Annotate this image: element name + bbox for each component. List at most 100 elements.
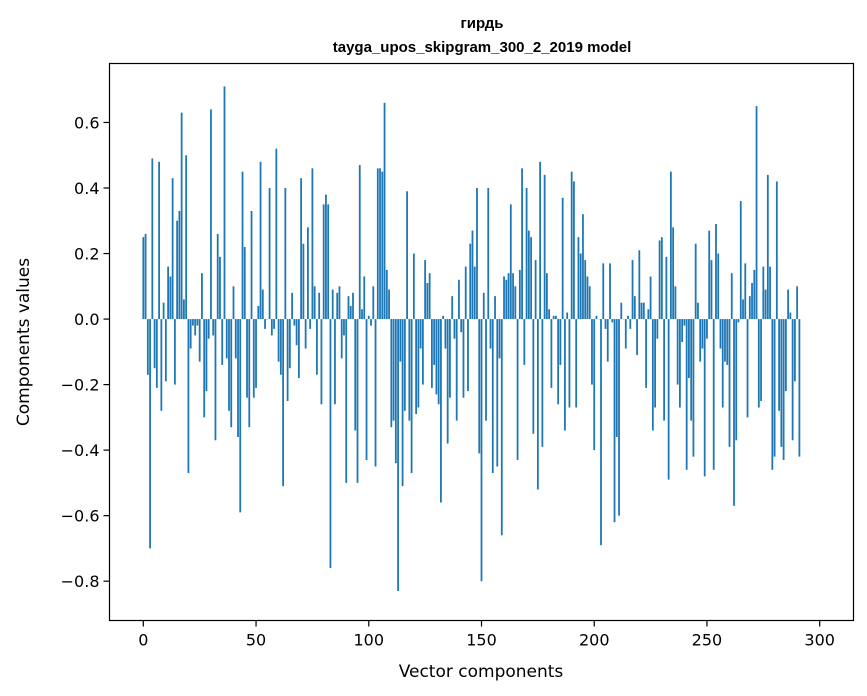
bar xyxy=(334,319,336,405)
bar xyxy=(164,319,167,382)
bar xyxy=(433,319,436,365)
bar xyxy=(615,319,618,438)
bar xyxy=(329,319,332,569)
bar xyxy=(183,299,185,320)
bar xyxy=(401,319,404,487)
y-tick-label: 0.6 xyxy=(74,113,99,132)
x-axis-label: Vector components xyxy=(399,662,564,682)
bar xyxy=(602,263,605,320)
bar xyxy=(173,319,176,385)
bar xyxy=(169,276,172,320)
bar xyxy=(446,319,449,444)
bar xyxy=(760,319,762,401)
bar xyxy=(564,319,566,431)
bar xyxy=(629,319,632,329)
bar xyxy=(633,296,636,320)
bar xyxy=(555,315,557,320)
bar xyxy=(210,109,212,320)
bar xyxy=(636,319,638,356)
bar xyxy=(496,319,499,467)
bar xyxy=(460,319,463,333)
bar xyxy=(685,319,688,470)
bar xyxy=(726,319,729,365)
bar xyxy=(221,319,224,365)
bar xyxy=(771,319,774,470)
bar xyxy=(577,237,580,320)
bar xyxy=(167,266,170,320)
bar xyxy=(748,296,751,320)
bar xyxy=(588,286,591,320)
bar xyxy=(782,319,785,460)
bar xyxy=(600,319,602,546)
bar xyxy=(586,276,589,320)
bar xyxy=(408,319,411,421)
bar xyxy=(178,210,181,320)
bar xyxy=(568,319,571,408)
bar xyxy=(180,112,183,320)
bar xyxy=(712,319,715,470)
x-tick-label: 0 xyxy=(138,631,148,650)
bar xyxy=(710,260,713,320)
bar xyxy=(158,161,160,320)
x-tick-label: 300 xyxy=(804,631,835,650)
bar xyxy=(476,188,478,320)
bar xyxy=(521,168,523,320)
bar xyxy=(252,319,255,398)
bar xyxy=(649,276,652,320)
bar xyxy=(780,319,783,447)
bar xyxy=(541,319,544,447)
bar xyxy=(431,319,433,388)
bar xyxy=(410,319,413,474)
bar xyxy=(530,237,532,320)
bar xyxy=(302,243,305,320)
bar xyxy=(667,319,670,480)
bar xyxy=(300,178,303,320)
x-tick-label: 50 xyxy=(246,631,266,650)
bar xyxy=(796,286,799,320)
bar xyxy=(638,250,641,320)
bar xyxy=(187,319,190,474)
bar xyxy=(527,230,530,320)
bar xyxy=(458,279,460,320)
bar xyxy=(658,240,661,320)
bar xyxy=(237,319,239,438)
bar xyxy=(349,305,352,320)
bar xyxy=(270,319,273,336)
bar xyxy=(536,319,539,490)
bar xyxy=(697,302,699,320)
bar xyxy=(189,319,192,349)
bar xyxy=(250,210,253,320)
bar xyxy=(264,319,266,329)
bar xyxy=(354,319,357,431)
bar xyxy=(660,237,663,320)
bar xyxy=(570,171,573,320)
bar xyxy=(503,276,505,320)
bar xyxy=(573,181,575,320)
bar xyxy=(640,302,643,320)
bar xyxy=(473,266,476,320)
bar xyxy=(494,296,496,320)
bar xyxy=(651,319,654,431)
bar xyxy=(762,266,765,320)
bar xyxy=(512,273,514,320)
bar xyxy=(469,243,472,320)
bar xyxy=(539,161,542,320)
bar xyxy=(676,319,679,385)
bar xyxy=(534,260,537,320)
bar xyxy=(613,319,616,523)
x-tick-label: 100 xyxy=(353,631,384,650)
y-tick-label: 0.2 xyxy=(74,245,99,264)
bar xyxy=(717,253,720,320)
bar xyxy=(455,319,458,421)
bar xyxy=(791,319,794,441)
bar xyxy=(284,188,287,320)
bar xyxy=(246,319,248,398)
bar xyxy=(347,296,350,320)
bar xyxy=(379,168,381,320)
bar xyxy=(385,269,388,320)
bar xyxy=(358,165,361,320)
x-tick-label: 250 xyxy=(692,631,723,650)
bar xyxy=(367,315,370,320)
bar xyxy=(243,246,246,320)
bar xyxy=(320,319,323,405)
